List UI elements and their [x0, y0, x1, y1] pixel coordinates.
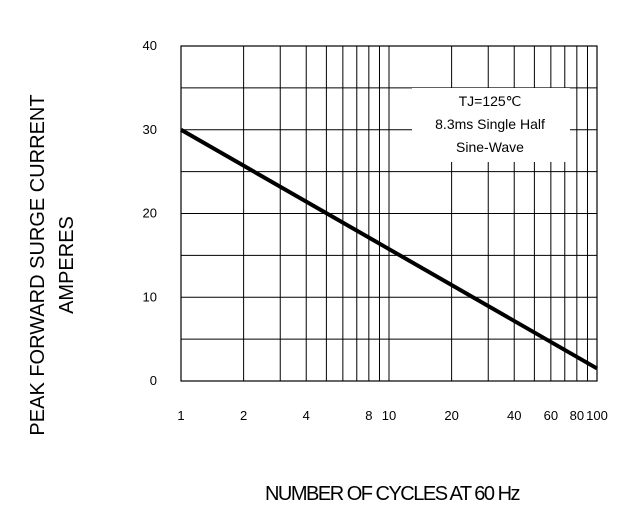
x-tick-label: 4: [303, 408, 310, 423]
plot-border: [180, 45, 598, 382]
x-tick-label: 10: [382, 408, 396, 423]
x-tick-labels: 1 2 4 8 10 20 40 60 80 100: [177, 408, 607, 423]
annotation-line-2: 8.3ms Single Half: [435, 116, 545, 132]
y-tick-label: 40: [143, 38, 157, 53]
annotation-line-3: Sine-Wave: [456, 139, 524, 155]
x-tick-label: 80: [570, 408, 584, 423]
y-tick-label: 20: [143, 206, 157, 221]
x-tick-label: 60: [544, 408, 558, 423]
x-axis-label: NUMBER OF CYCLES AT 60 Hz: [265, 483, 520, 505]
x-tick-label: 1: [177, 408, 184, 423]
y-axis-label-line-2: AMPERES: [56, 216, 78, 314]
x-tick-label: 8: [365, 408, 372, 423]
x-tick-label: 40: [507, 408, 521, 423]
y-tick-label: 30: [143, 122, 157, 137]
y-tick-labels: 0 10 20 30 40: [143, 38, 157, 388]
series-line: [180, 128, 598, 371]
y-tick-label: 0: [150, 373, 157, 388]
data-series: [180, 128, 598, 371]
annotation-line-1: TJ=125℃: [459, 93, 522, 109]
annotation-background: [412, 88, 570, 162]
annotation-box: TJ=125℃ 8.3ms Single Half Sine-Wave: [412, 88, 570, 162]
x-tick-label: 20: [444, 408, 458, 423]
plot-frame: [180, 45, 598, 382]
y-tick-label: 10: [143, 289, 157, 304]
x-tick-label: 100: [586, 408, 608, 423]
y-axis-label-line-1: PEAK FORWARD SURGE CURRENT: [27, 94, 49, 435]
x-tick-label: 2: [240, 408, 247, 423]
